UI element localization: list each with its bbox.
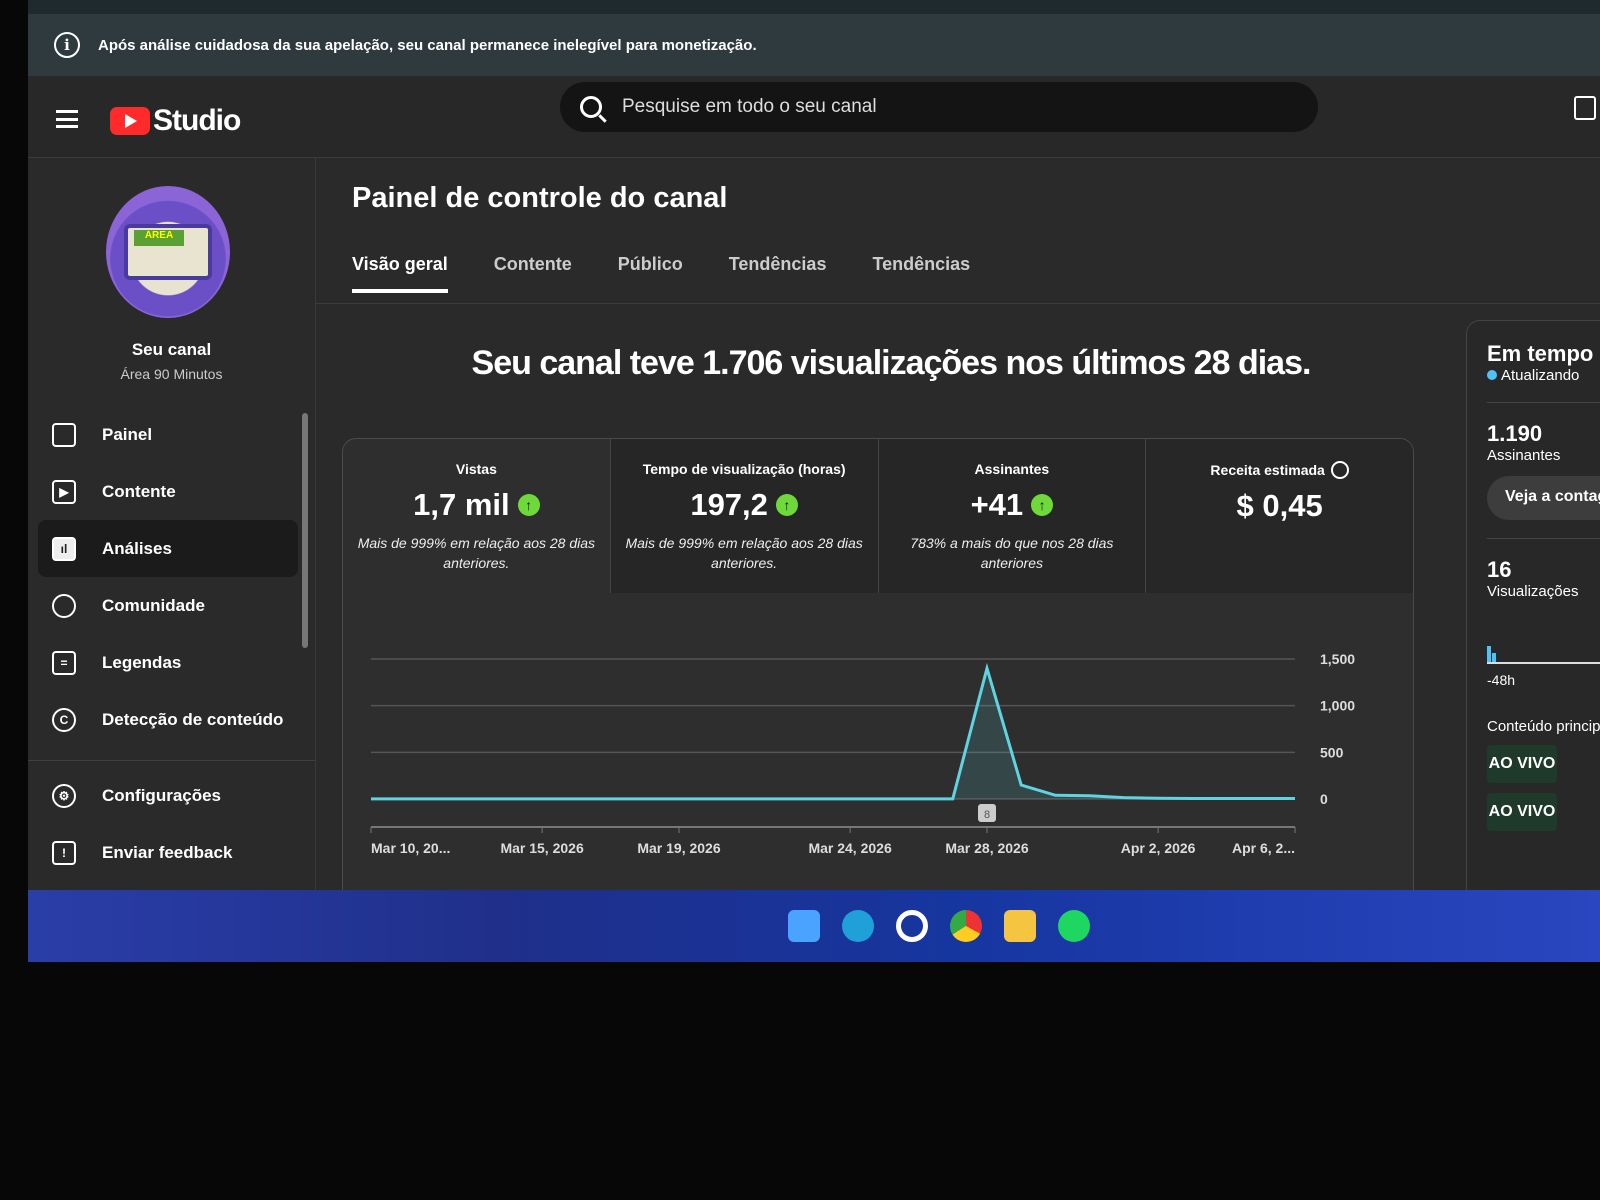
youtube-play-icon xyxy=(110,107,150,135)
overview-card: Vistas 1,7 mil ↑ Mais de 999% em relação … xyxy=(342,438,1414,908)
x-tick-label: Apr 2, 2026 xyxy=(1121,840,1196,856)
browser-bar xyxy=(28,0,1600,14)
sidebar: ÁREA Seu canal Área 90 Minutos Painel ▶ C… xyxy=(28,158,316,900)
sidebar-scrollbar[interactable] xyxy=(302,413,308,648)
marker-label: 8 xyxy=(984,809,990,821)
divider xyxy=(28,760,316,761)
monetization-notice: i Após análise cuidadosa da sua apelação… xyxy=(28,14,1600,76)
live-dot-icon xyxy=(1487,370,1497,380)
content-icon: ▶ xyxy=(52,479,76,504)
see-live-count-button[interactable]: Veja a contagem xyxy=(1487,476,1600,520)
content-thumbnail[interactable]: AO VIVO xyxy=(1487,745,1557,783)
marker xyxy=(978,804,996,822)
tab-divider xyxy=(316,303,1600,304)
realtime-mini-chart xyxy=(1487,640,1600,664)
tab-visao-geral[interactable]: Visão geral xyxy=(352,254,448,293)
y-tick-label: 1,000 xyxy=(1320,698,1355,714)
feedback-icon[interactable] xyxy=(1574,96,1596,120)
y-tick-label: 500 xyxy=(1320,744,1344,760)
series-line xyxy=(371,662,1295,801)
app-icon[interactable] xyxy=(896,910,928,942)
metric-subscribers[interactable]: Assinantes +41 ↑ 783% a mais do que nos 2… xyxy=(878,439,1147,593)
channel-label: Seu canal xyxy=(131,340,212,359)
file-explorer-icon[interactable] xyxy=(1004,910,1036,942)
channel-name: Área 90 Minutos xyxy=(120,366,223,382)
main-content: Painel de controle do canal Visão geral … xyxy=(316,158,1600,908)
metric-revenue[interactable]: Receita estimada $ 0,45 xyxy=(1146,439,1413,593)
copyright-icon: C xyxy=(52,707,76,732)
menu-icon[interactable] xyxy=(56,110,78,128)
area-fill xyxy=(371,668,1295,799)
spotify-icon[interactable] xyxy=(1058,910,1090,942)
feedback-icon: ! xyxy=(52,840,76,865)
avatar[interactable]: ÁREA xyxy=(106,186,230,318)
windows-start-icon[interactable] xyxy=(788,910,820,942)
edge-icon[interactable] xyxy=(842,910,874,942)
tab-tendencias[interactable]: Tendências xyxy=(728,254,827,274)
tab-contente[interactable]: Contente xyxy=(493,254,572,274)
sidebar-item-legendas[interactable]: = Legendas xyxy=(38,634,298,691)
tabs: Visão geral Contente Público Tendências … xyxy=(352,254,970,293)
sidebar-item-comunidade[interactable]: Comunidade xyxy=(38,577,298,634)
analytics-icon: ıl xyxy=(52,536,76,561)
x-tick-label: Mar 24, 2026 xyxy=(808,840,891,856)
y-tick-label: 1,500 xyxy=(1320,651,1355,667)
dashboard-icon xyxy=(52,422,76,447)
metric-watch-time[interactable]: Tempo de visualização (horas) 197,2 ↑ Mai… xyxy=(610,439,879,593)
realtime-subscribers: 1.190 xyxy=(1487,421,1543,446)
sidebar-item-painel[interactable]: Painel xyxy=(38,406,298,463)
x-tick-label: Mar 28, 2026 xyxy=(945,840,1028,856)
metric-views[interactable]: Vistas 1,7 mil ↑ Mais de 999% em relação … xyxy=(343,439,611,593)
x-tick-label: Mar 15, 2026 xyxy=(500,840,583,856)
arrow-up-icon: ↑ xyxy=(1031,494,1054,516)
headline: Seu canal teve 1.706 visualizações nos ú… xyxy=(471,344,1312,382)
sidebar-item-configuracoes[interactable]: ⚙ Configurações xyxy=(38,767,298,824)
taskbar xyxy=(28,890,1600,962)
info-icon: i xyxy=(54,32,80,58)
header: Studio Pesquise em todo o seu canal xyxy=(28,76,1600,158)
subtitles-icon: = xyxy=(52,650,76,675)
sidebar-item-deteccao[interactable]: C Detecção de conteúdo xyxy=(38,691,298,748)
realtime-title: Em tempo real xyxy=(1487,341,1600,366)
x-tick-label: Mar 19, 2026 xyxy=(637,840,720,856)
notice-text: Após análise cuidadosa da sua apelação, … xyxy=(98,36,757,54)
search-icon xyxy=(580,96,602,118)
gear-icon: ⚙ xyxy=(52,783,76,808)
chrome-icon[interactable] xyxy=(950,910,982,942)
views-chart: 0 500 1,000 1,500 8 Mar 10, 20... Mar 15, 2026… xyxy=(370,651,1355,856)
arrow-up-icon: ↑ xyxy=(775,494,798,516)
sidebar-item-contente[interactable]: ▶ Contente xyxy=(38,463,298,520)
content-thumbnail[interactable]: AO VIVO xyxy=(1487,793,1557,831)
sidebar-item-feedback[interactable]: ! Enviar feedback xyxy=(38,824,298,881)
y-tick-label: 0 xyxy=(1320,791,1328,807)
studio-logo[interactable]: Studio xyxy=(110,104,241,138)
sidebar-item-analises[interactable]: ıl Análises xyxy=(38,520,298,577)
x-tick-label: Apr 6, 2... xyxy=(1232,840,1295,856)
realtime-panel: Em tempo real Atualizando 1.190 Assinant… xyxy=(1466,320,1600,910)
x-tick-label: Mar 10, 20... xyxy=(371,840,450,856)
arrow-up-icon: ↑ xyxy=(517,494,540,516)
community-icon xyxy=(52,593,76,618)
screen: i Após análise cuidadosa da sua apelação… xyxy=(28,0,1600,910)
tab-tendencias-2[interactable]: Tendências xyxy=(872,254,971,274)
realtime-views: 16 xyxy=(1487,557,1512,582)
page-title: Painel de controle do canal xyxy=(352,182,728,214)
tab-publico[interactable]: Público xyxy=(617,254,683,274)
clock-icon xyxy=(1330,461,1349,479)
search-input[interactable]: Pesquise em todo o seu canal xyxy=(560,82,1318,132)
